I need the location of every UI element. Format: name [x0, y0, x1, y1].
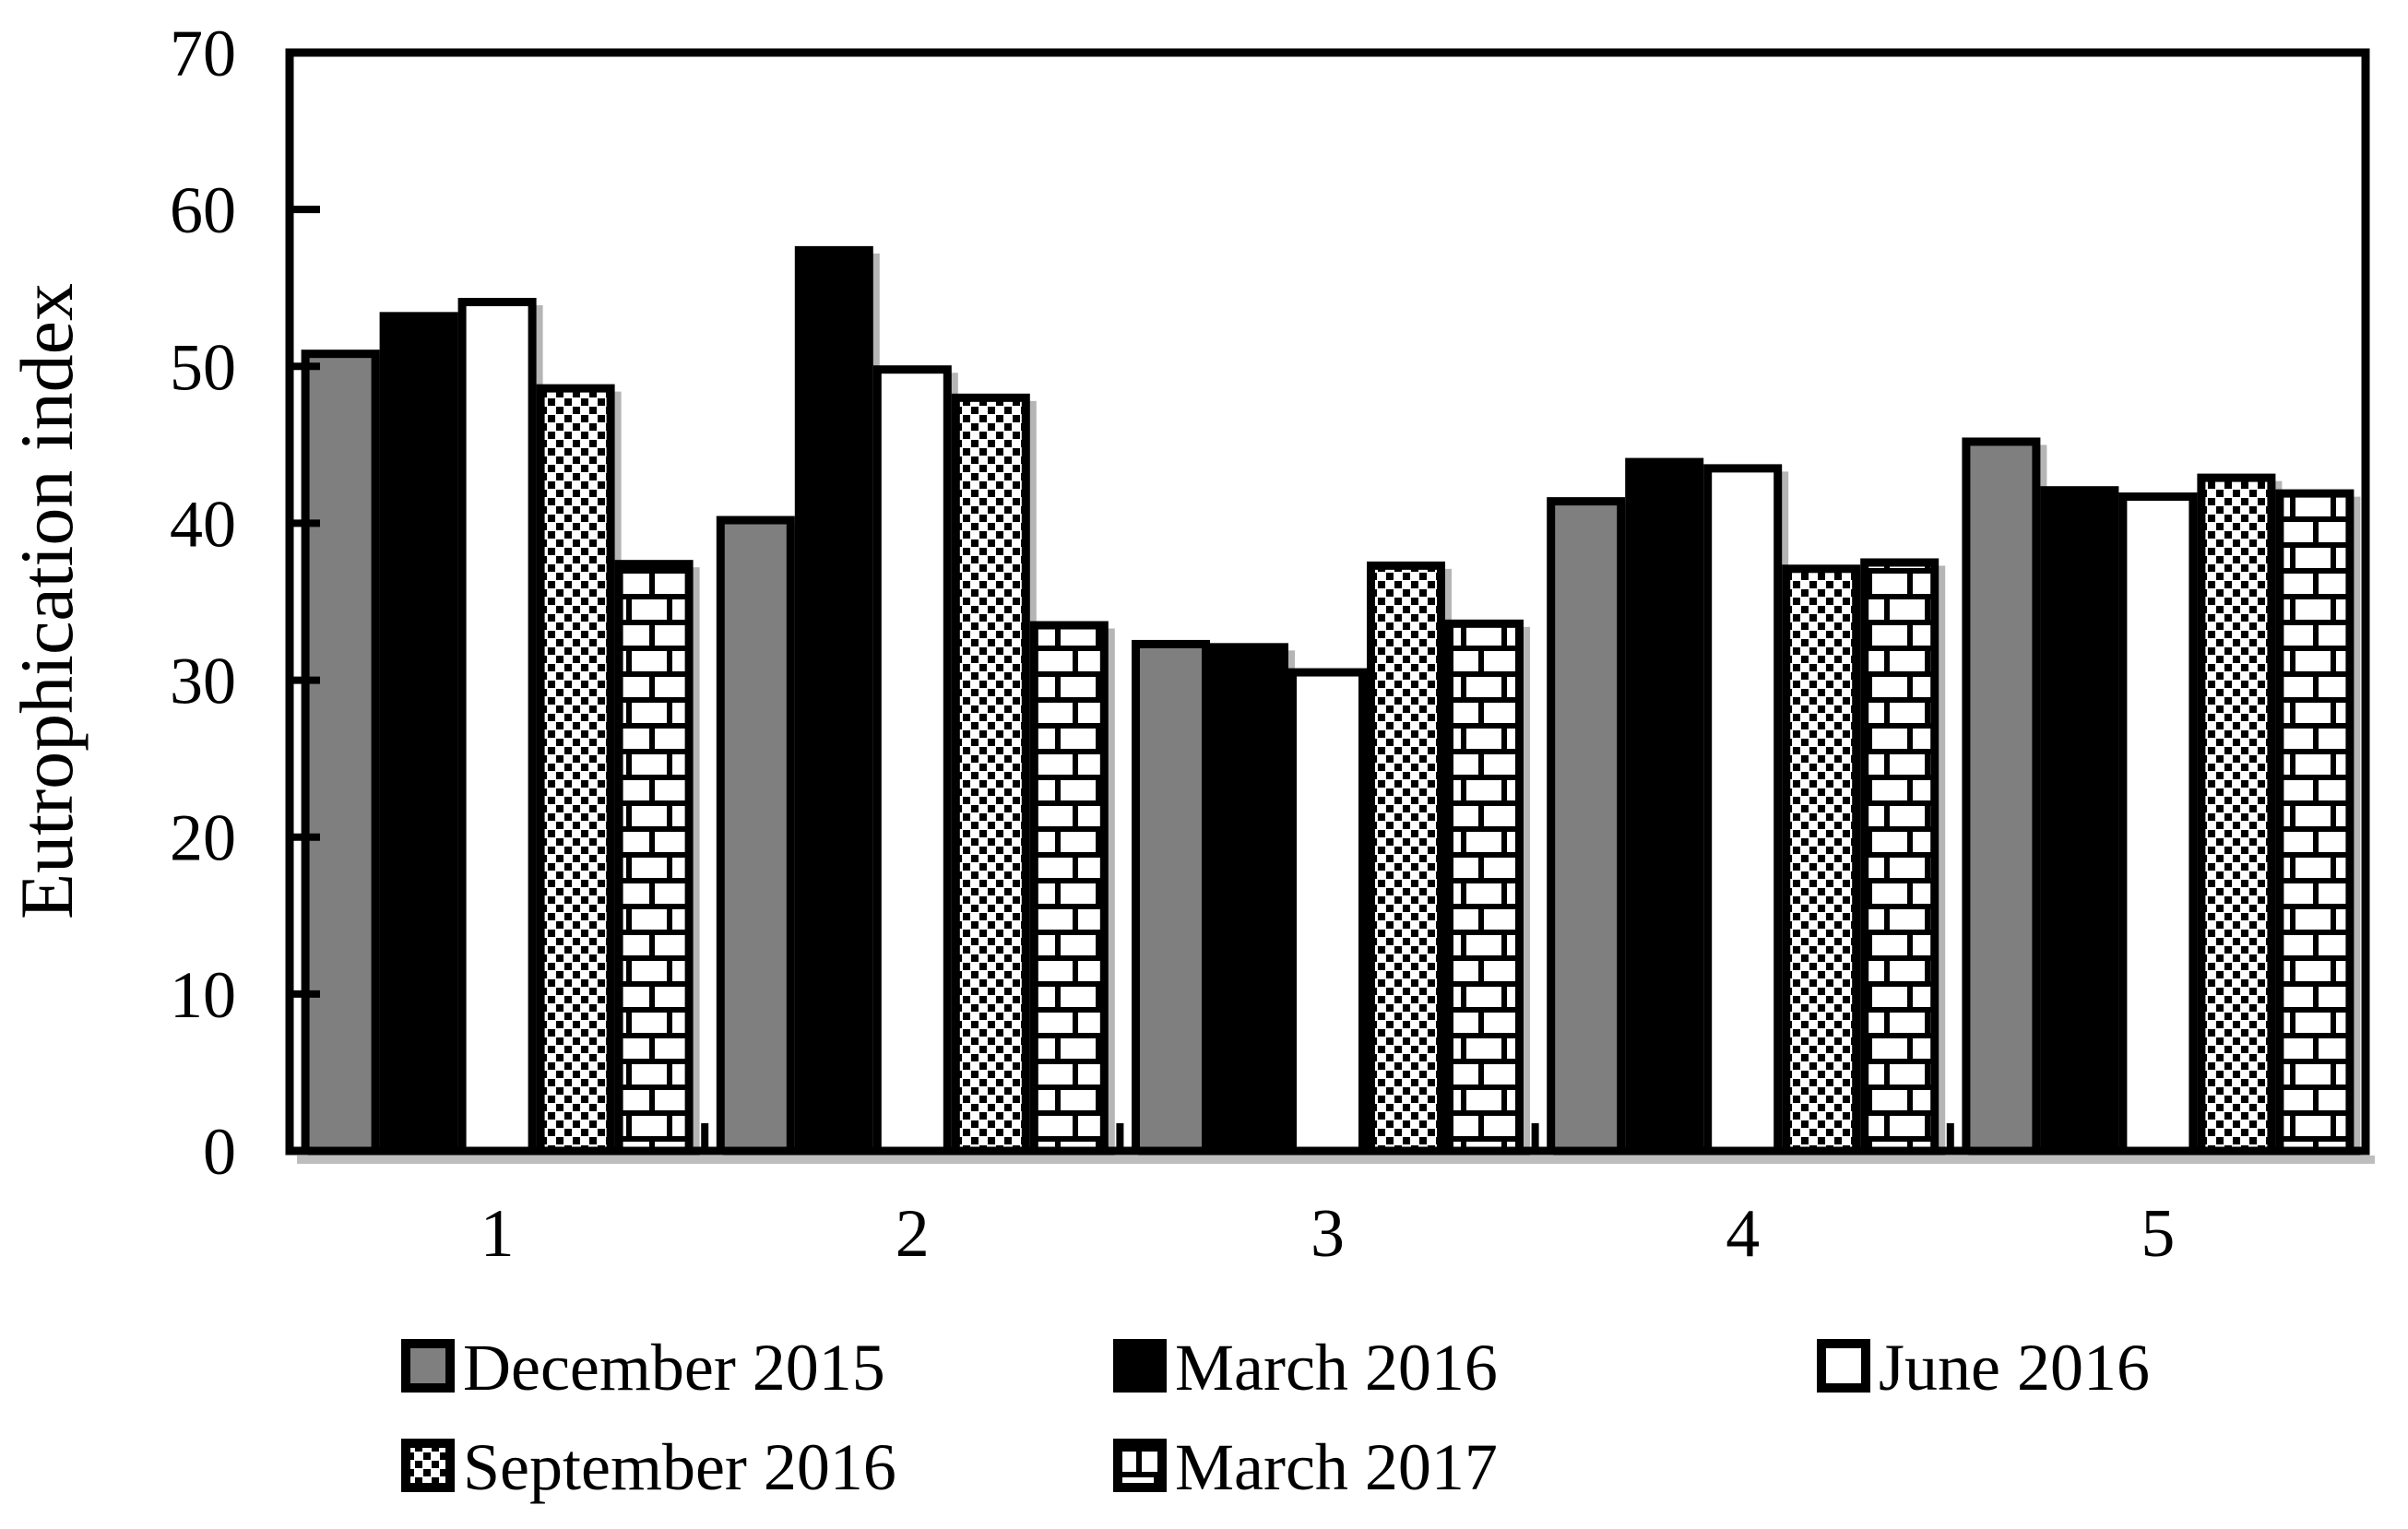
x-label-5: 5	[2141, 1196, 2175, 1272]
bar-group2-march-2016	[794, 245, 873, 1156]
x-label-1: 1	[480, 1196, 515, 1272]
bar-group2-september-2016	[951, 393, 1030, 1156]
legend-item-june-2016: June 2016	[1817, 1331, 2150, 1405]
y-tick-label-70: 70	[170, 17, 236, 90]
bar-group2-march-2017	[1029, 621, 1109, 1156]
bar-group5-june-2016	[2118, 492, 2198, 1156]
bar-group3-march-2017	[1445, 619, 1524, 1156]
legend-label-june-2016: June 2016	[1879, 1331, 2150, 1405]
legend-item-september-2016: September 2016	[401, 1430, 896, 1504]
bar-group5-march-2016	[2040, 486, 2119, 1156]
bar-group1-march-2016	[379, 312, 458, 1156]
legend-label-march-2016: March 2016	[1175, 1331, 1498, 1405]
y-tick-label-0: 0	[203, 1115, 236, 1189]
legend-label-december-2015: December 2015	[463, 1331, 885, 1405]
legend-swatch-march-2016	[1113, 1339, 1167, 1393]
bar-group4-june-2016	[1703, 464, 1783, 1156]
bar-group4-march-2017	[1860, 558, 1939, 1156]
axis-shadow	[297, 1156, 2375, 1164]
bars-layer	[301, 245, 2355, 1156]
bar-group2-june-2016	[872, 365, 952, 1156]
bar-group5-september-2016	[2197, 473, 2276, 1156]
legend-swatch-december-2015	[401, 1339, 455, 1393]
bar-group2-december-2015	[716, 516, 795, 1156]
axis-layer: 0 10 20 30 40 50 60 70 1 2 3 4 5	[170, 17, 2375, 1272]
legend-swatch-september-2016	[401, 1439, 455, 1492]
y-tick-label-30: 30	[170, 645, 236, 718]
y-tick-label-50: 50	[170, 330, 236, 404]
bar-group4-september-2016	[1782, 564, 1861, 1156]
x-label-2: 2	[896, 1196, 930, 1272]
bar-group1-december-2015	[301, 350, 380, 1156]
bar-group1-september-2016	[536, 384, 615, 1156]
bar-group3-march-2016	[1210, 643, 1288, 1156]
bar-group5-december-2015	[1962, 437, 2041, 1156]
bar-group5-march-2017	[2275, 489, 2355, 1156]
bar-group4-march-2016	[1625, 457, 1704, 1156]
y-tick-label-60: 60	[170, 173, 236, 247]
bar-group3-september-2016	[1367, 561, 1445, 1156]
y-tick-label-40: 40	[170, 487, 236, 561]
legend-item-march-2017: March 2017	[1113, 1430, 1498, 1504]
y-axis-title: Eutrophication index	[5, 283, 89, 919]
bar-group1-march-2017	[614, 560, 694, 1156]
bar-group4-december-2015	[1547, 497, 1626, 1156]
bar-group1-june-2016	[457, 298, 537, 1156]
legend: December 2015 March 2016 June 2016 Septembe…	[401, 1331, 2150, 1504]
legend-item-december-2015: December 2015	[401, 1331, 885, 1405]
bar-group3-june-2016	[1288, 668, 1367, 1156]
y-tick-label-10: 10	[170, 958, 236, 1032]
legend-label-september-2016: September 2016	[463, 1430, 896, 1504]
legend-swatch-march-2017	[1113, 1439, 1167, 1492]
plot-frame	[285, 48, 2370, 1156]
x-label-3: 3	[1311, 1196, 1345, 1272]
x-label-4: 4	[1726, 1196, 1760, 1272]
legend-item-march-2016: March 2016	[1113, 1331, 1498, 1405]
legend-swatch-june-2016	[1817, 1339, 1870, 1393]
legend-label-march-2017: March 2017	[1175, 1430, 1498, 1504]
y-tick-label-20: 20	[170, 801, 236, 875]
bar-group3-december-2015	[1132, 639, 1210, 1156]
